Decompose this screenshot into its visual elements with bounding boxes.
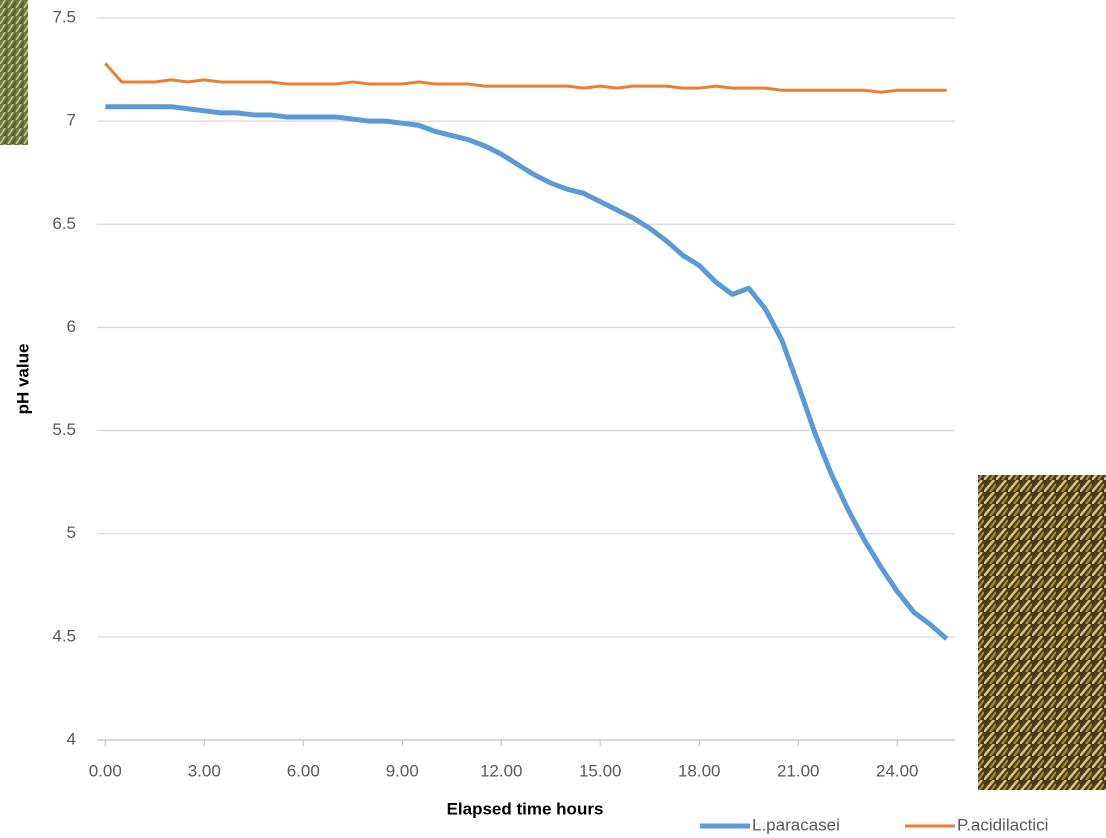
x-tick-label: 6.00 bbox=[287, 761, 320, 780]
x-tick-label: 24.00 bbox=[876, 761, 919, 780]
legend-label: L.paracasei bbox=[752, 815, 840, 834]
x-tick-label: 21.00 bbox=[777, 761, 820, 780]
x-tick-label: 3.00 bbox=[188, 761, 221, 780]
y-axis-title: pH value bbox=[13, 344, 32, 415]
y-tick-label: 7 bbox=[67, 111, 76, 130]
x-tick-label: 12.00 bbox=[480, 761, 523, 780]
y-tick-label: 5 bbox=[67, 523, 76, 542]
y-tick-label: 5.5 bbox=[52, 420, 76, 439]
x-tick-label: 15.00 bbox=[579, 761, 622, 780]
chart: Elapsed time hours pH value 4 4.5 5 5.5 6 6.5… bbox=[0, 0, 1106, 838]
x-tick-label: 0.00 bbox=[89, 761, 122, 780]
y-tick-label: 6.5 bbox=[52, 214, 76, 233]
line-series bbox=[105, 107, 947, 639]
line-series bbox=[105, 63, 947, 92]
photo bbox=[0, 0, 28, 145]
y-tick-label: 7.5 bbox=[52, 7, 76, 26]
y-tick-label: 4 bbox=[67, 729, 76, 748]
photo bbox=[978, 475, 1106, 790]
legend-label: P.acidilactici bbox=[957, 815, 1048, 834]
y-tick-label: 4.5 bbox=[52, 626, 76, 645]
y-tick-label: 6 bbox=[67, 317, 76, 336]
x-tick-label: 18.00 bbox=[678, 761, 721, 780]
x-axis-title: Elapsed time hours bbox=[447, 799, 604, 818]
x-tick-label: 9.00 bbox=[386, 761, 419, 780]
